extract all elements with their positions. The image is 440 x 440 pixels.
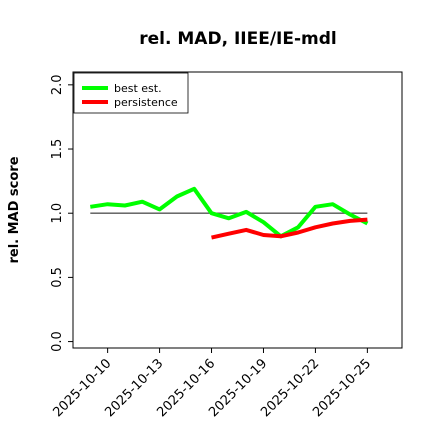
y-axis-label: rel. MAD score — [7, 156, 22, 263]
legend: best est. persistence — [73, 72, 189, 114]
legend-label-persistence: persistence — [114, 96, 178, 109]
series-line-persistence — [211, 217, 368, 240]
y-tick-label: 1.5 — [50, 139, 65, 160]
y-tick-label: 0.5 — [50, 267, 65, 288]
y-tick-label: 1.0 — [50, 203, 65, 224]
chart-title: rel. MAD, IIEE/IE-mdl — [139, 29, 336, 49]
y-tick-label: 2.0 — [50, 74, 65, 95]
plot-frame — [72, 71, 403, 349]
legend-label-best-est: best est. — [114, 82, 162, 95]
legend-box — [73, 72, 189, 114]
y-tick-label: 0.0 — [50, 331, 65, 352]
series-line-best-est — [90, 186, 369, 239]
